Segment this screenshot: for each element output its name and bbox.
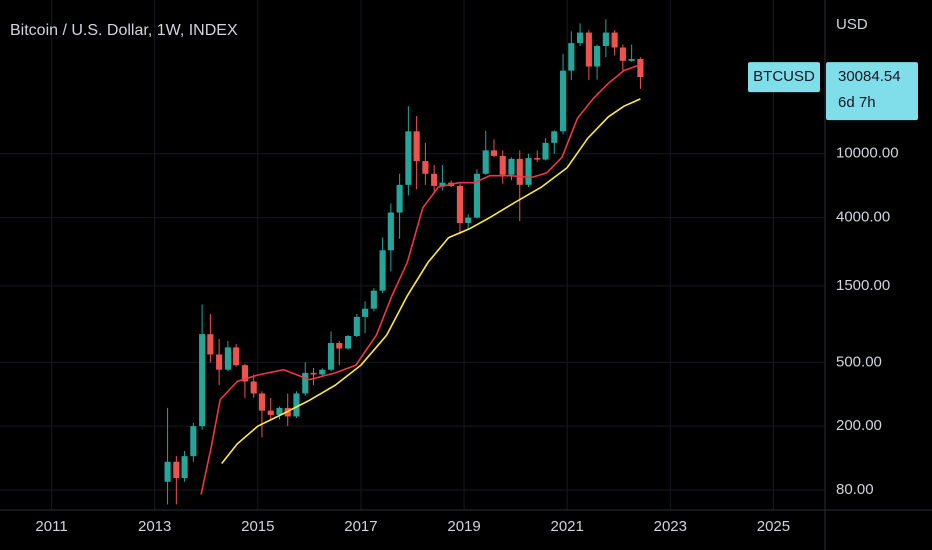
x-tick-label: 2019 [447,518,480,535]
candle-body [336,343,343,349]
candle-body [379,250,386,291]
candle-body [508,158,515,175]
candle-body [276,407,283,415]
candle-body [361,308,369,317]
candle-body [199,334,206,427]
moving-average [200,63,641,495]
grid [0,0,825,510]
x-tick-label: 2013 [138,518,171,535]
candle-body [173,461,180,479]
y-tick-label: 80.00 [836,481,874,498]
candle-body [465,217,472,223]
candle-body [559,70,567,132]
candle-body [516,158,523,185]
y-tick-label: 4000.00 [836,209,890,226]
candle-body [568,43,575,71]
candle-body [525,158,532,185]
candle-body [310,372,317,375]
y-tick-label: 200.00 [836,417,882,434]
x-tick-label: 2025 [757,518,790,535]
candle-body [405,131,412,185]
candle-body [482,150,489,174]
price-tag [826,62,918,121]
candle-body [602,32,609,47]
candle-body [344,336,352,349]
candle-body [499,155,506,175]
currency-label: USD [836,16,868,33]
moving-average [221,98,641,464]
symbol-tag [748,62,820,93]
candle-body [542,142,549,160]
y-tick-label: 1500.00 [836,277,890,294]
candle-body [293,393,300,417]
candle-body [619,47,626,61]
candle-body [585,32,592,67]
candle-body [577,32,584,44]
candle-body [216,354,223,370]
x-tick-label: 2017 [344,518,377,535]
axes: 80.00 200.00 500.00 1500.00 4000.00 10000.00 2… [35,62,918,535]
x-tick-label: 2021 [551,518,584,535]
candle-body [370,290,377,309]
y-tick-label: 500.00 [836,353,882,370]
candle-body [422,161,429,174]
countdown: 6d 7h [838,94,876,111]
candle-body [594,46,601,67]
chart-title: Bitcoin / U.S. Dollar, 1W, INDEX [10,22,238,39]
candle-body [302,372,309,394]
plot-area [164,19,644,505]
candle-body [353,316,360,337]
candle-body [473,173,481,218]
candle-body [319,369,326,375]
y-tick-label: 10000.00 [836,145,899,162]
candle-body [413,131,420,162]
candle-body [490,150,498,156]
candle-body [456,185,464,223]
candle-body [439,182,446,186]
candle-body [628,58,635,61]
symbol-label: BTCUSD [753,68,815,85]
candle-body [233,347,240,366]
candle-body [190,426,197,457]
candle-body [241,365,248,382]
x-tick-label: 2023 [654,518,687,535]
candle-body [396,184,403,213]
candle-body [181,456,188,479]
x-tick-label: 2011 [35,518,67,535]
candle-body [258,393,266,411]
candle-body [551,131,558,143]
candle-body [637,58,644,78]
candle-body [327,343,335,370]
candle-body [431,173,438,186]
last-price: 30084.54 [838,68,901,85]
candle-body [224,347,231,370]
candle-body [534,158,541,160]
candle-body [207,334,214,355]
candle-body [387,212,394,251]
x-tick-label: 2015 [241,518,274,535]
candle-body [267,410,274,415]
candle-body [164,461,171,482]
candle-body [250,381,257,394]
candle-body [611,32,618,48]
